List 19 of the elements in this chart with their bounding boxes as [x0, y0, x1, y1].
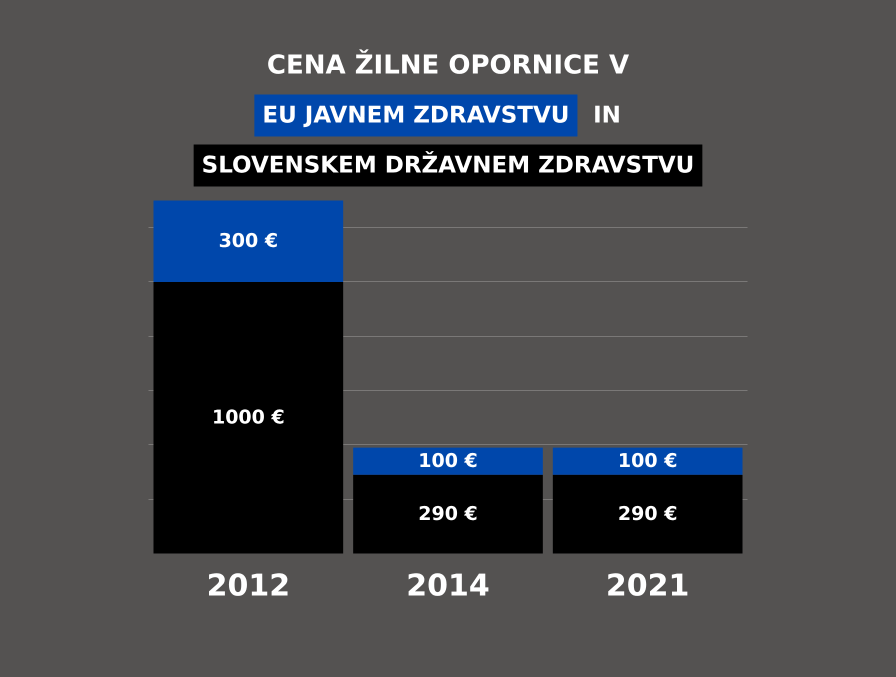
x-tick-label: 2012 — [206, 568, 290, 604]
data-label: 100 € — [418, 450, 478, 472]
data-label: 300 € — [218, 230, 278, 252]
x-tick-label: 2021 — [606, 568, 690, 604]
data-label: 1000 € — [212, 406, 285, 429]
bar — [552, 448, 743, 475]
bar — [153, 200, 344, 282]
text: IN — [593, 102, 621, 128]
chart-title: CENA ŽILNE OPORNICE V — [266, 48, 630, 80]
x-tick-label: 2014 — [406, 568, 490, 604]
bar — [552, 474, 743, 554]
text: SLOVENSKEM DRŽAVNEM ZDRAVSTVU — [202, 150, 694, 178]
data-label: 100 € — [618, 450, 678, 472]
bar — [153, 282, 344, 554]
data-label: 290 € — [418, 503, 478, 526]
bar — [353, 474, 543, 554]
bar — [353, 448, 543, 475]
text: EU JAVNEM ZDRAVSTVU — [262, 102, 570, 128]
data-label: 290 € — [618, 503, 678, 526]
